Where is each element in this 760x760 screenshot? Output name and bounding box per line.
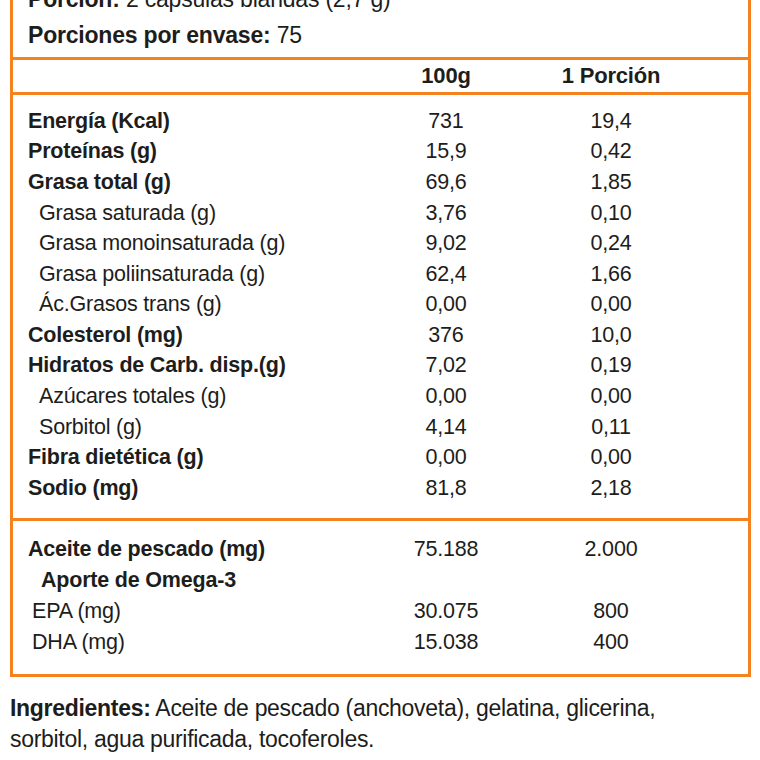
value-100g: 75.188 <box>371 537 521 562</box>
servings-value-text: 75 <box>277 22 302 48</box>
value-100g: 0,00 <box>371 292 521 317</box>
value-100g: 69,6 <box>371 170 521 195</box>
row-label: DHA (mg) <box>13 630 371 655</box>
value-portion: 1,66 <box>521 262 701 287</box>
value-portion: 0,00 <box>521 292 701 317</box>
row-label: Sorbitol (g) <box>13 415 371 440</box>
value-portion: 0,11 <box>521 415 701 440</box>
table-row-grasa-monoinsaturada: Grasa monoinsaturada (g) 9,02 0,24 <box>13 228 748 259</box>
portion-value-text: 2 cápsulas blandas (2,7 g) <box>126 0 391 12</box>
table-row-epa: EPA (mg) 30.075 800 <box>13 596 748 627</box>
row-label: Proteínas (g) <box>13 139 371 164</box>
value-100g: 0,00 <box>371 384 521 409</box>
value-100g: 3,76 <box>371 201 521 226</box>
value-portion: 1,85 <box>521 170 701 195</box>
value-portion: 0,24 <box>521 231 701 256</box>
row-label: Grasa monoinsaturada (g) <box>13 231 371 256</box>
row-label: Hidratos de Carb. disp.(g) <box>13 353 371 378</box>
table-row-aceite-pescado: Aceite de pescado (mg) 75.188 2.000 <box>13 534 748 565</box>
value-portion: 19,4 <box>521 109 701 134</box>
column-header-portion: 1 Porción <box>521 63 701 89</box>
value-100g: 15.038 <box>371 630 521 655</box>
value-100g: 376 <box>371 323 521 348</box>
fish-oil-rows: Aceite de pescado (mg) 75.188 2.000 Apor… <box>13 534 748 658</box>
value-portion: 0,00 <box>521 384 701 409</box>
table-row-grasa-total: Grasa total (g) 69,6 1,85 <box>13 167 748 198</box>
value-100g: 7,02 <box>371 353 521 378</box>
row-label: Sodio (mg) <box>13 476 371 501</box>
row-label: Azúcares totales (g) <box>13 384 371 409</box>
row-label: Grasa poliinsaturada (g) <box>13 262 371 287</box>
ingredients-line2-text: sorbitol, agua purificada, tocoferoles. <box>10 726 374 752</box>
value-100g: 0,00 <box>371 445 521 470</box>
row-label: Grasa saturada (g) <box>13 201 371 226</box>
value-portion: 0,42 <box>521 139 701 164</box>
portion-label: Porción: <box>28 0 120 12</box>
table-row-aporte-omega3: Aporte de Omega-3 <box>13 565 748 596</box>
value-100g: 30.075 <box>371 599 521 624</box>
table-row-fibra: Fibra dietética (g) 0,00 0,00 <box>13 442 748 473</box>
value-portion: 400 <box>521 630 701 655</box>
table-row-proteinas: Proteínas (g) 15,9 0,42 <box>13 137 748 168</box>
portion-line: Porción: 2 cápsulas blandas (2,7 g) <box>28 0 390 14</box>
table-row-hidratos: Hidratos de Carb. disp.(g) 7,02 0,19 <box>13 351 748 382</box>
row-label: Ác.Grasos trans (g) <box>13 292 371 317</box>
value-100g: 4,14 <box>371 415 521 440</box>
table-row-dha: DHA (mg) 15.038 400 <box>13 627 748 658</box>
table-row-energia: Energía (Kcal) 731 19,4 <box>13 106 748 137</box>
row-label: Energía (Kcal) <box>13 109 371 134</box>
value-portion: 0,19 <box>521 353 701 378</box>
table-row-grasos-trans: Ác.Grasos trans (g) 0,00 0,00 <box>13 289 748 320</box>
value-100g: 15,9 <box>371 139 521 164</box>
table-header-row: 100g 1 Porción <box>13 60 748 92</box>
value-portion: 10,0 <box>521 323 701 348</box>
value-100g: 731 <box>371 109 521 134</box>
ingredients-text: Ingredientes: Aceite de pescado (anchove… <box>10 693 755 754</box>
table-row-azucares: Azúcares totales (g) 0,00 0,00 <box>13 381 748 412</box>
row-label: Aporte de Omega-3 <box>13 568 371 593</box>
row-label: Colesterol (mg) <box>13 323 371 348</box>
value-portion: 0,00 <box>521 445 701 470</box>
row-label: EPA (mg) <box>13 599 371 624</box>
column-header-100g: 100g <box>371 63 521 89</box>
value-portion: 800 <box>521 599 701 624</box>
table-row-grasa-poliinsaturada: Grasa poliinsaturada (g) 62,4 1,66 <box>13 259 748 290</box>
value-portion: 0,10 <box>521 201 701 226</box>
row-label: Aceite de pescado (mg) <box>13 537 371 562</box>
ingredients-label: Ingredientes: <box>10 695 151 721</box>
table-row-sodio: Sodio (mg) 81,8 2,18 <box>13 473 748 504</box>
value-100g: 81,8 <box>371 476 521 501</box>
nutrition-rows: Energía (Kcal) 731 19,4 Proteínas (g) 15… <box>13 106 748 504</box>
value-portion: 2.000 <box>521 537 701 562</box>
row-label: Fibra dietética (g) <box>13 445 371 470</box>
divider-header <box>13 92 748 95</box>
divider-fish-oil <box>13 518 748 521</box>
servings-label: Porciones por envase: <box>28 22 271 48</box>
ingredients-line1-text: Aceite de pescado (anchoveta), gelatina,… <box>155 695 655 721</box>
value-100g: 62,4 <box>371 262 521 287</box>
table-row-sorbitol: Sorbitol (g) 4,14 0,11 <box>13 412 748 443</box>
value-portion: 2,18 <box>521 476 701 501</box>
table-row-colesterol: Colesterol (mg) 376 10,0 <box>13 320 748 351</box>
servings-line: Porciones por envase: 75 <box>28 20 302 50</box>
table-row-grasa-saturada: Grasa saturada (g) 3,76 0,10 <box>13 198 748 229</box>
nutrition-facts-panel: Porción: 2 cápsulas blandas (2,7 g) Porc… <box>10 0 751 677</box>
row-label: Grasa total (g) <box>13 170 371 195</box>
value-100g: 9,02 <box>371 231 521 256</box>
